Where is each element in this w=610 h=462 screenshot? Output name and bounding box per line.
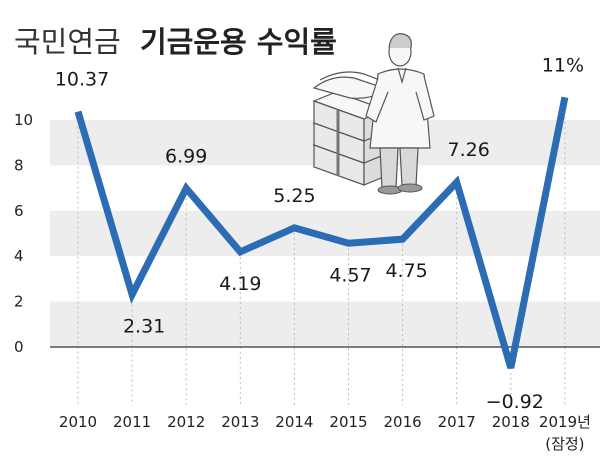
data-label: 5.25 [273, 185, 315, 207]
x-tick-label: 2017 [438, 413, 476, 431]
x-tick-label: 2015 [329, 413, 367, 431]
data-label: 2.31 [123, 316, 165, 338]
x-tick-label: 2014 [275, 413, 313, 431]
data-labels: 10.37 2.31 6.99 4.19 5.25 4.57 4.75 7.26 −0.92 11… [55, 54, 584, 413]
x-axis-ticks: 2010 2011 2012 2013 2014 2015 2016 2017 2018 2019… [59, 413, 591, 453]
data-label: 4.57 [329, 264, 371, 286]
y-axis-ticks: 0 2 4 6 8 10 [14, 111, 33, 356]
x-tick-label: 2016 [384, 413, 422, 431]
x-guide-lines [77, 97, 566, 405]
x-tick-note: (잠정) [545, 435, 584, 453]
chart-title-bold: 기금운용 수익률 [140, 25, 337, 59]
x-tick-label: 2012 [167, 413, 205, 431]
data-label: −0.92 [486, 391, 544, 413]
y-tick-label: 6 [14, 202, 24, 220]
y-tick-label: 0 [14, 338, 24, 356]
y-tick-label: 8 [14, 156, 24, 174]
data-label: 10.37 [55, 69, 109, 91]
y-tick-label: 2 [14, 293, 24, 311]
chart-title: 국민연금 기금운용 수익률 [14, 25, 337, 59]
data-label: 11% [542, 54, 584, 76]
x-tick-label: 2010 [59, 413, 97, 431]
y-tick-label: 10 [14, 111, 33, 129]
x-tick-label: 2019년 [539, 413, 591, 431]
data-label: 7.26 [448, 139, 490, 161]
businessman-with-money-stacks-icon [312, 33, 435, 195]
data-label: 4.19 [219, 273, 261, 295]
series-line [74, 96, 569, 369]
chart-title-light: 국민연금 [14, 25, 121, 59]
grid-band [50, 301, 600, 347]
data-label: 4.75 [385, 260, 427, 282]
x-tick-label: 2018 [492, 413, 530, 431]
data-label: 6.99 [165, 145, 207, 167]
x-tick-label: 2011 [113, 413, 151, 431]
y-tick-label: 4 [14, 247, 24, 265]
x-tick-label: 2013 [221, 413, 259, 431]
